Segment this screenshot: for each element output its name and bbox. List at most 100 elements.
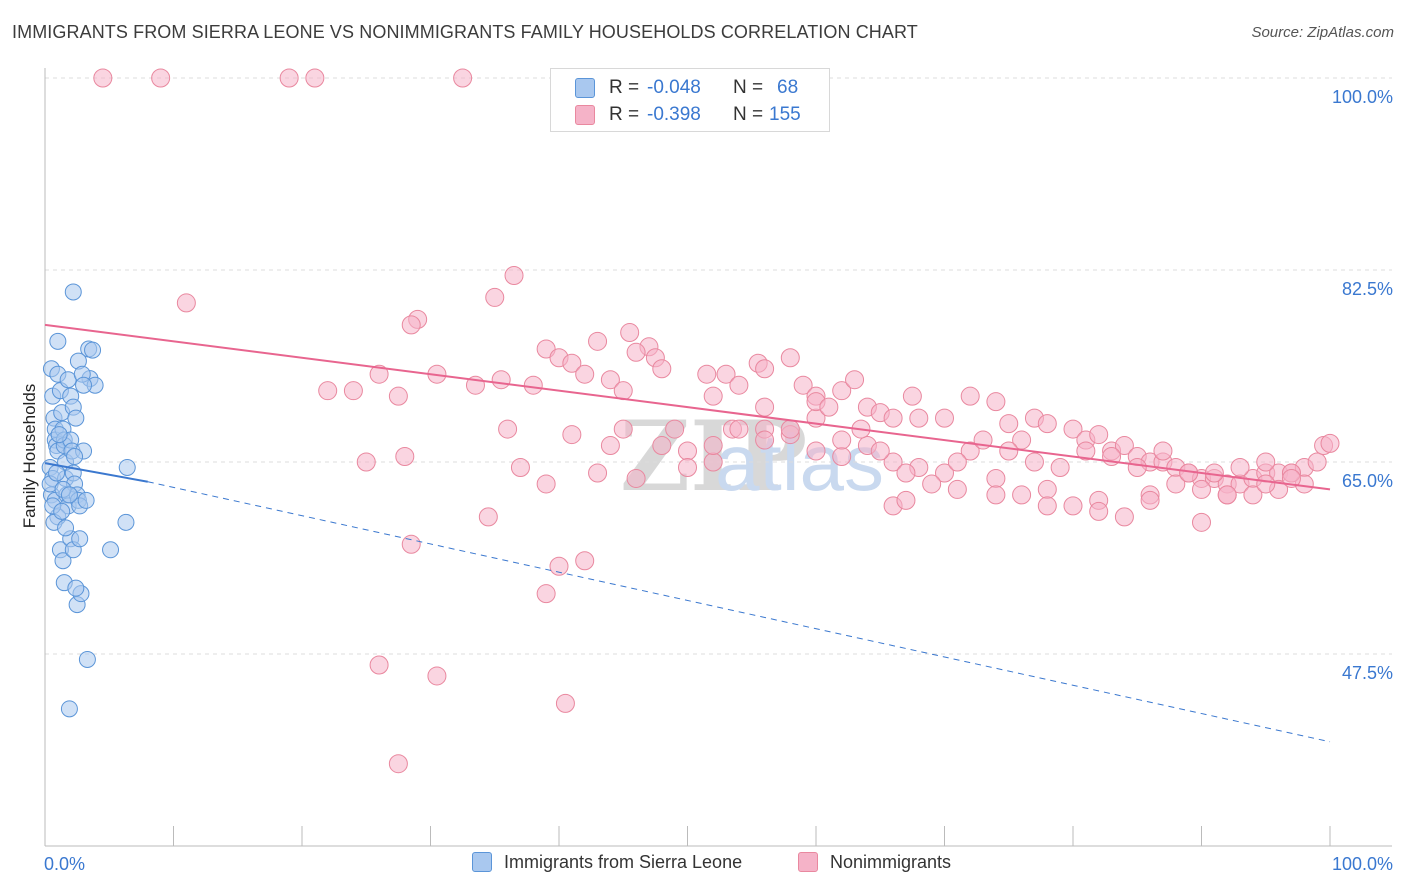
data-point-nonimmigrants bbox=[922, 474, 942, 494]
data-point-nonimmigrants bbox=[678, 457, 697, 477]
data-point-immigrants bbox=[71, 530, 89, 548]
data-point-immigrants bbox=[57, 519, 75, 537]
data-point-nonimmigrants bbox=[678, 441, 697, 461]
data-point-nonimmigrants bbox=[536, 584, 556, 604]
data-point-nonimmigrants bbox=[1140, 490, 1160, 510]
data-point-nonimmigrants bbox=[575, 364, 595, 384]
data-point-nonimmigrants bbox=[883, 408, 903, 428]
data-point-nonimmigrants bbox=[793, 375, 813, 395]
trend-line-immigrants bbox=[44, 462, 148, 483]
data-point-nonimmigrants bbox=[93, 68, 113, 88]
data-point-nonimmigrants bbox=[369, 364, 389, 384]
data-point-nonimmigrants bbox=[947, 452, 967, 472]
legend-n-value: 155 bbox=[769, 104, 801, 125]
data-point-nonimmigrants bbox=[883, 452, 903, 472]
data-point-nonimmigrants bbox=[504, 265, 524, 285]
data-point-nonimmigrants bbox=[318, 381, 338, 401]
data-point-nonimmigrants bbox=[600, 370, 620, 390]
trend-line-immigrants-dashed bbox=[147, 481, 1331, 743]
data-point-nonimmigrants bbox=[716, 364, 736, 384]
data-point-nonimmigrants bbox=[1217, 485, 1237, 505]
data-point-nonimmigrants bbox=[1063, 419, 1083, 439]
data-point-immigrants bbox=[117, 513, 135, 531]
data-point-nonimmigrants bbox=[999, 414, 1019, 434]
data-point-nonimmigrants bbox=[909, 408, 929, 428]
data-point-nonimmigrants bbox=[562, 353, 582, 373]
data-point-nonimmigrants bbox=[613, 381, 633, 401]
legend-n-label: N = bbox=[733, 77, 764, 98]
data-point-nonimmigrants bbox=[510, 457, 530, 477]
data-point-nonimmigrants bbox=[1089, 501, 1109, 521]
source-label: Source: ZipAtlas.com bbox=[1251, 24, 1394, 41]
data-point-nonimmigrants bbox=[1037, 479, 1057, 499]
data-point-immigrants bbox=[59, 371, 77, 389]
legend-r-value: -0.048 bbox=[647, 77, 701, 98]
legend-swatch-blue bbox=[575, 78, 595, 98]
data-point-nonimmigrants bbox=[1192, 479, 1211, 499]
data-point-nonimmigrants bbox=[697, 364, 717, 384]
data-point-nonimmigrants bbox=[1114, 436, 1134, 456]
legend-swatch-pink bbox=[575, 105, 595, 125]
data-point-nonimmigrants bbox=[549, 556, 569, 576]
data-point-nonimmigrants bbox=[1037, 414, 1057, 434]
data-point-nonimmigrants bbox=[453, 68, 473, 88]
legend-r-label: R = bbox=[609, 104, 640, 125]
data-point-immigrants bbox=[64, 283, 82, 301]
data-point-nonimmigrants bbox=[1127, 457, 1147, 477]
data-point-nonimmigrants bbox=[536, 474, 556, 494]
data-point-nonimmigrants bbox=[729, 419, 749, 439]
data-point-nonimmigrants bbox=[626, 468, 646, 488]
data-point-nonimmigrants bbox=[369, 655, 389, 675]
data-point-nonimmigrants bbox=[780, 419, 800, 439]
data-point-immigrants bbox=[49, 332, 67, 350]
data-point-nonimmigrants bbox=[575, 551, 595, 571]
data-point-immigrants bbox=[60, 700, 78, 718]
data-point-nonimmigrants bbox=[613, 419, 633, 439]
legend-r-value: -0.398 bbox=[647, 104, 701, 125]
data-point-nonimmigrants bbox=[652, 359, 672, 379]
data-point-nonimmigrants bbox=[491, 370, 511, 390]
data-point-nonimmigrants bbox=[620, 323, 640, 343]
data-point-nonimmigrants bbox=[1320, 433, 1340, 453]
data-point-nonimmigrants bbox=[703, 452, 723, 472]
data-point-nonimmigrants bbox=[755, 430, 775, 450]
data-point-nonimmigrants bbox=[755, 359, 775, 379]
data-point-nonimmigrants bbox=[588, 331, 608, 351]
data-point-immigrants bbox=[54, 552, 72, 570]
data-point-immigrants bbox=[67, 409, 85, 427]
data-point-immigrants bbox=[75, 376, 93, 394]
data-point-nonimmigrants bbox=[1024, 452, 1044, 472]
data-point-immigrants bbox=[53, 502, 71, 520]
data-point-nonimmigrants bbox=[1076, 441, 1096, 461]
data-point-nonimmigrants bbox=[485, 287, 505, 307]
data-point-nonimmigrants bbox=[896, 490, 916, 510]
legend-row-nonimmigrants: R = -0.398 N = 155 bbox=[551, 102, 829, 128]
data-point-nonimmigrants bbox=[395, 447, 415, 467]
x-tick-label: 0.0% bbox=[44, 854, 85, 874]
data-point-nonimmigrants bbox=[832, 430, 852, 450]
legend-row-immigrants: R = -0.048 N = 68 bbox=[551, 75, 829, 101]
data-point-immigrants bbox=[50, 426, 68, 444]
data-point-nonimmigrants bbox=[806, 441, 826, 461]
data-point-nonimmigrants bbox=[832, 447, 852, 467]
bottom-legend-label: Nonimmigrants bbox=[830, 852, 952, 872]
data-point-nonimmigrants bbox=[1256, 452, 1276, 472]
data-point-nonimmigrants bbox=[986, 485, 1006, 505]
data-point-nonimmigrants bbox=[626, 342, 646, 362]
data-point-nonimmigrants bbox=[999, 441, 1019, 461]
data-point-nonimmigrants bbox=[562, 425, 582, 445]
y-tick-label: 47.5% bbox=[1342, 663, 1393, 683]
bottom-legend-immigrants: Immigrants from Sierra Leone bbox=[472, 852, 742, 873]
data-point-nonimmigrants bbox=[832, 381, 852, 401]
data-point-immigrants bbox=[60, 486, 78, 504]
data-point-nonimmigrants bbox=[1230, 457, 1250, 477]
data-point-immigrants bbox=[102, 541, 120, 559]
data-point-nonimmigrants bbox=[986, 392, 1006, 412]
data-point-nonimmigrants bbox=[1063, 496, 1083, 516]
chart-title: IMMIGRANTS FROM SIERRA LEONE VS NONIMMIG… bbox=[12, 22, 918, 42]
data-point-immigrants bbox=[66, 448, 84, 466]
bottom-legend-swatch-blue bbox=[472, 852, 492, 872]
data-point-nonimmigrants bbox=[1050, 457, 1070, 477]
bottom-legend-label: Immigrants from Sierra Leone bbox=[504, 852, 743, 872]
